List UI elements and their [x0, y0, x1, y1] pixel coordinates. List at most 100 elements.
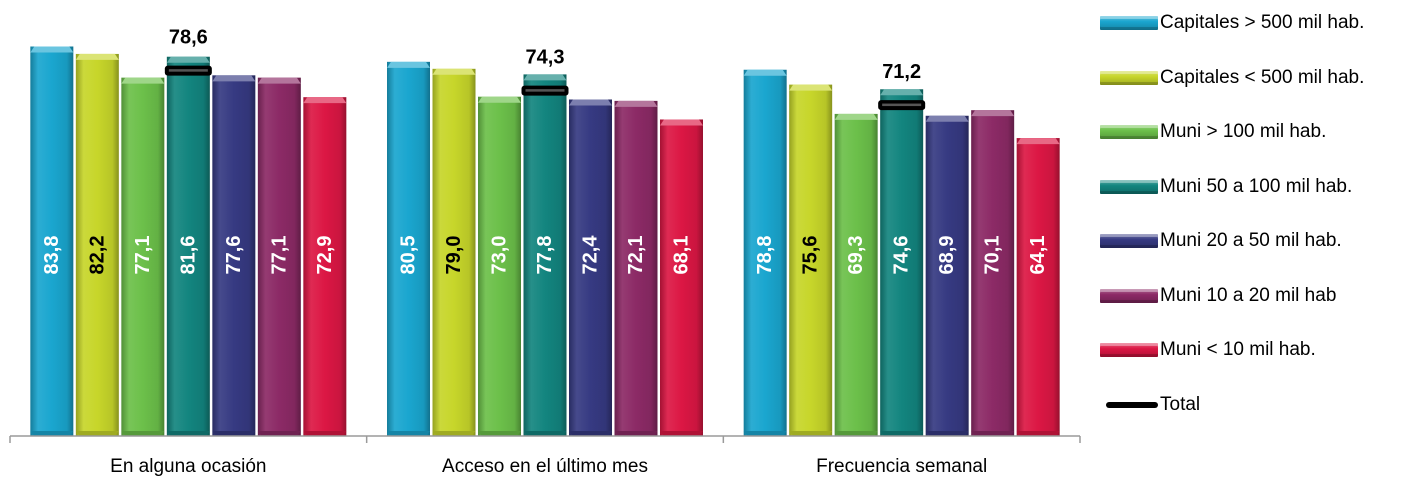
- bar-bottom-bevel: [478, 431, 521, 436]
- bar-value-label: 81,6: [177, 236, 199, 275]
- bar-bottom-bevel: [880, 431, 924, 436]
- bar: [925, 115, 969, 437]
- total-value-label: 74,3: [526, 47, 565, 69]
- bar: [75, 53, 119, 436]
- bar-top-bevel: [789, 84, 833, 91]
- bar: [660, 119, 703, 437]
- bar: [743, 69, 787, 436]
- bar-bottom-bevel: [523, 431, 567, 436]
- bar-top-bevel: [880, 89, 924, 96]
- bar: [614, 100, 658, 437]
- legend-item: Capitales < 500 mil hab.: [1100, 63, 1364, 93]
- bar: [30, 46, 74, 436]
- bar-top-bevel: [387, 61, 430, 68]
- bar-bottom-bevel: [660, 431, 703, 436]
- bar-top-bevel: [743, 69, 787, 76]
- bar-value-label: 79,0: [443, 236, 465, 275]
- legend-label: Muni > 100 mil hab.: [1160, 121, 1327, 142]
- bar-top-bevel: [257, 77, 301, 84]
- bar: [432, 68, 476, 436]
- bar-bottom-bevel: [971, 431, 1015, 436]
- bar-value-label: 70,1: [982, 236, 1004, 275]
- bar-top-bevel: [925, 115, 969, 122]
- bar-top-bevel: [212, 75, 256, 82]
- bar-value-label: 64,1: [1027, 236, 1049, 275]
- x-tick-label: En alguna ocasión: [110, 456, 266, 477]
- bar-value-label: 77,1: [132, 236, 154, 275]
- legend-swatch: [1100, 70, 1158, 85]
- legend-item: Muni > 100 mil hab.: [1100, 117, 1326, 147]
- legend-swatch: [1100, 16, 1158, 30]
- bar-value-label: 80,5: [398, 236, 420, 275]
- bar-bottom-bevel: [387, 431, 430, 436]
- bar: [121, 77, 165, 436]
- bar: [971, 110, 1015, 436]
- bar-top-bevel: [614, 100, 658, 107]
- bar-value-label: 68,9: [936, 236, 958, 275]
- bar: [1016, 138, 1060, 436]
- bar-value-label: 69,3: [845, 236, 867, 275]
- bar-top-bevel: [166, 56, 210, 63]
- bar: [212, 75, 256, 437]
- bar-value-label: 77,8: [534, 236, 556, 275]
- bar-value-label: 72,1: [625, 236, 647, 275]
- bar: [523, 74, 567, 437]
- bar-bottom-bevel: [432, 431, 476, 436]
- bar-top-bevel: [660, 119, 703, 126]
- bar-value-label: 83,8: [41, 236, 63, 275]
- bar-bottom-bevel: [303, 431, 347, 436]
- bar-top-bevel: [971, 110, 1015, 117]
- bar: [789, 84, 833, 436]
- total-marker-highlight: [882, 103, 922, 107]
- legend-swatch: [1100, 288, 1158, 303]
- legend-item: Muni 50 a 100 mil hab.: [1100, 172, 1352, 202]
- bar-bottom-bevel: [212, 431, 256, 436]
- legend-label: Muni 20 a 50 mil hab.: [1160, 230, 1342, 251]
- legend-label: Muni 50 a 100 mil hab.: [1160, 175, 1353, 197]
- legend-item: Muni 10 a 20 mil hab: [1100, 281, 1336, 311]
- bar: [166, 56, 210, 437]
- bar-bottom-bevel: [569, 431, 612, 436]
- total-marker-highlight: [525, 89, 565, 92]
- bar-top-bevel: [523, 74, 567, 81]
- bar: [257, 77, 301, 436]
- bar-value-label: 78,8: [754, 236, 776, 275]
- bar: [569, 99, 612, 436]
- bar-top-bevel: [569, 99, 612, 106]
- legend-item: Capitales > 500 mil hab.: [1100, 8, 1364, 38]
- bar-top-bevel: [478, 96, 521, 103]
- total-value-label: 78,6: [169, 27, 208, 49]
- bar-top-bevel: [121, 77, 165, 84]
- total-value-label: 71,2: [882, 61, 921, 83]
- bar-value-label: 74,6: [891, 236, 913, 275]
- bar-bottom-bevel: [257, 431, 301, 436]
- legend-label: Capitales < 500 mil hab.: [1160, 66, 1365, 88]
- bar-value-label: 72,4: [580, 235, 602, 275]
- x-tick-label: Acceso en el último mes: [442, 456, 648, 477]
- bar-bottom-bevel: [925, 431, 969, 436]
- legend-label: Capitales > 500 mil hab.: [1160, 12, 1365, 33]
- bar-top-bevel: [432, 68, 476, 75]
- legend-item: Total: [1100, 390, 1200, 420]
- bar-value-label: 77,1: [268, 236, 290, 275]
- bar-bottom-bevel: [834, 431, 878, 436]
- bar-value-label: 82,2: [86, 236, 108, 275]
- bar-bottom-bevel: [743, 431, 787, 436]
- bar-chart: 83,8 82,2 77,1 81,6 77,6 77,1 72,9 78,6 En algun…: [9, 27, 1081, 477]
- legend-swatch: [1100, 234, 1158, 248]
- bar-bottom-bevel: [166, 431, 210, 436]
- legend-swatch: [1100, 343, 1158, 357]
- legend-item: Muni 20 a 50 mil hab.: [1100, 226, 1342, 256]
- bar-top-bevel: [1016, 138, 1060, 145]
- bar: [880, 89, 924, 436]
- legend-line-swatch: [1100, 401, 1158, 408]
- legend-label: Muni < 10 mil hab.: [1160, 339, 1316, 360]
- bar-bottom-bevel: [121, 431, 165, 436]
- legend-label: Total: [1160, 393, 1201, 415]
- legend-swatch: [1100, 179, 1158, 194]
- bar: [387, 61, 430, 436]
- bar-value-label: 75,6: [800, 236, 822, 275]
- legend-swatch: [1100, 125, 1158, 139]
- bar-value-label: 73,0: [489, 236, 511, 275]
- bar-top-bevel: [303, 97, 347, 104]
